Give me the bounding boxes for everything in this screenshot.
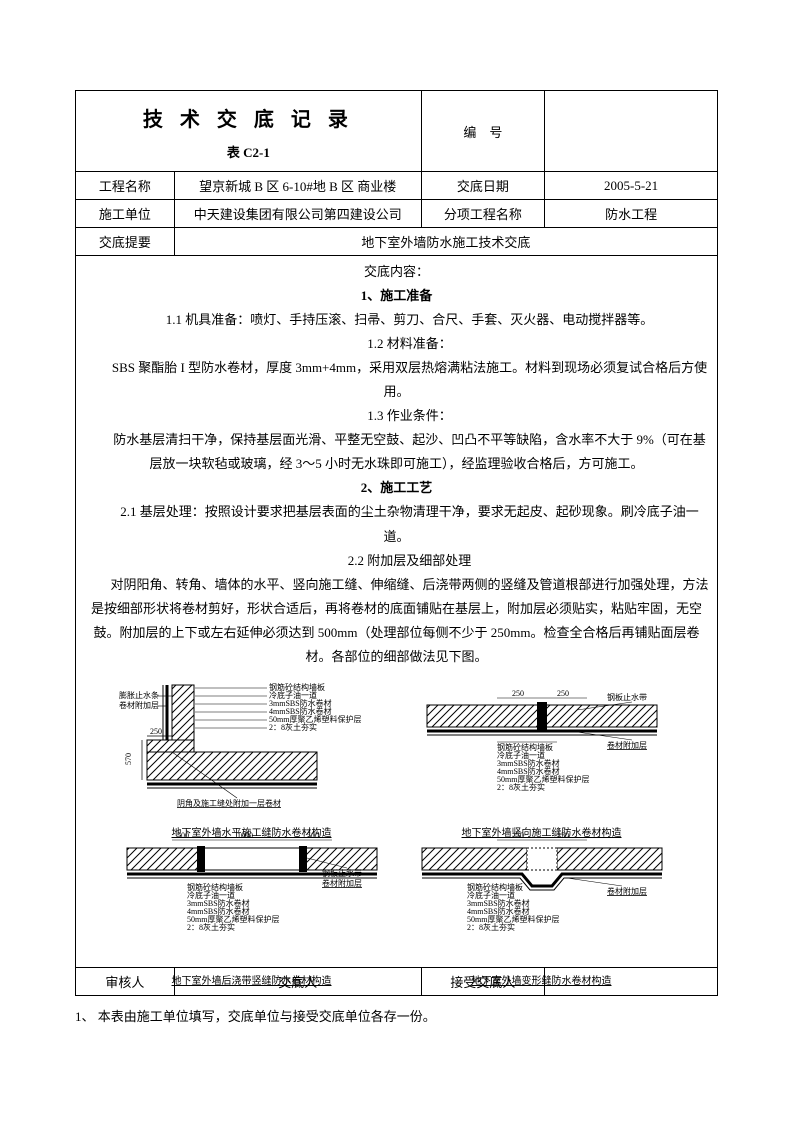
svg-text:膨胀止水条: 膨胀止水条	[119, 690, 159, 700]
diagram-3: 500 1000 500 钢板止水带 卷材附加层 钢筋砼结构墙板 冷底子油一道	[117, 823, 387, 963]
svg-text:钢板止水带: 钢板止水带	[607, 692, 647, 702]
number-label: 编 号	[421, 91, 544, 172]
diagram-2: 250 250 钢板止水带 卷材附加层 钢筋砼结构墙板 冷底子油一道	[407, 675, 677, 815]
s2-2-text: 对阴阳角、转角、墙体的水平、竖向施工缝、伸缩缝、后浇带两侧的竖缝及管道根部进行加…	[82, 573, 711, 669]
svg-text:2：8灰土夯实: 2：8灰土夯实	[269, 722, 317, 732]
svg-text:250: 250	[557, 831, 569, 840]
svg-text:卷材附加层: 卷材附加层	[607, 886, 647, 896]
date-value: 2005-5-21	[545, 172, 718, 200]
layer-label-group: 钢筋砼结构墙板 冷底子油一道 3mmSBS防水卷材 4mmSBS防水卷材 50m…	[195, 682, 361, 732]
summary-value: 地下室外墙防水施工技术交底	[174, 228, 717, 256]
svg-text:250: 250	[512, 689, 524, 698]
doc-subtitle: 表 C2-1	[82, 142, 415, 167]
svg-text:卷材附加层: 卷材附加层	[119, 700, 159, 710]
body-heading: 交底内容：	[82, 260, 711, 284]
s1-2-text: SBS 聚酯胎 I 型防水卷材，厚度 3mm+4mm，采用双层热熔满粘法施工。材…	[82, 356, 711, 404]
svg-text:250: 250	[557, 689, 569, 698]
s2-2: 2.2 附加层及细部处理	[82, 549, 711, 573]
unit-value: 中天建设集团有限公司第四建设公司	[174, 200, 421, 228]
svg-text:2：8灰土夯实: 2：8灰土夯实	[497, 782, 545, 792]
svg-text:500: 500	[307, 831, 319, 840]
item-value: 防水工程	[545, 200, 718, 228]
project-value: 望京新城 B 区 6-10#地 B 区 商业楼	[174, 172, 421, 200]
s1-1: 1.1 机具准备：喷灯、手持压滚、扫帚、剪刀、合尺、手套、灭火器、电动搅拌器等。	[82, 308, 711, 332]
number-value	[545, 91, 718, 172]
svg-text:500: 500	[177, 831, 189, 840]
unit-label: 施工单位	[76, 200, 175, 228]
diagram-area: 250 570 钢筋砼结构墙板 冷底子油一道 3mmSBS防水卷材	[82, 675, 711, 963]
date-label: 交底日期	[421, 172, 544, 200]
svg-text:2：8灰土夯实: 2：8灰土夯实	[467, 922, 515, 932]
svg-text:阴角及施工缝处附加一层卷材: 阴角及施工缝处附加一层卷材	[177, 798, 281, 808]
summary-label: 交底提要	[76, 228, 175, 256]
svg-text:卷材附加层: 卷材附加层	[607, 740, 647, 750]
item-label: 分项工程名称	[421, 200, 544, 228]
doc-title: 技 术 交 底 记 录	[82, 95, 415, 134]
subtitle-cell: 表 C2-1	[76, 138, 422, 172]
title-cell: 技 术 交 底 记 录	[76, 91, 422, 139]
s1-3-text: 防水基层清扫干净，保持基层面光滑、平整无空鼓、起沙、凹凸不平等缺陷，含水率不大于…	[82, 428, 711, 476]
diagram-4: 250 250 卷材附加层 钢筋砼结构墙板 冷底子油一道 3mmSBS防水卷材 …	[407, 823, 677, 963]
svg-text:250: 250	[150, 727, 162, 736]
diagram-1: 250 570 钢筋砼结构墙板 冷底子油一道 3mmSBS防水卷材	[117, 675, 387, 815]
s1-3: 1.3 作业条件：	[82, 404, 711, 428]
svg-text:570: 570	[124, 753, 133, 765]
s1-title: 1、施工准备	[82, 284, 711, 308]
s1-2: 1.2 材料准备：	[82, 332, 711, 356]
svg-text:2：8灰土夯实: 2：8灰土夯实	[187, 922, 235, 932]
content-body: 交底内容： 1、施工准备 1.1 机具准备：喷灯、手持压滚、扫帚、剪刀、合尺、手…	[76, 256, 718, 968]
s2-title: 2、施工工艺	[82, 476, 711, 500]
svg-text:1000: 1000	[237, 831, 253, 840]
svg-text:250: 250	[512, 831, 524, 840]
d3-caption: 地下室外墙后浇带竖缝防水卷材构造	[117, 973, 387, 992]
record-table: 技 术 交 底 记 录 编 号 表 C2-1 工程名称 望京新城 B 区 6-1…	[75, 90, 718, 996]
svg-text:钢板止水带: 钢板止水带	[322, 868, 362, 878]
s2-1: 2.1 基层处理：按照设计要求把基层表面的尘土杂物清理干净，要求无起皮、起砂现象…	[82, 500, 711, 548]
d4-caption: 地下室外墙变形缝防水卷材构造	[407, 973, 677, 992]
project-label: 工程名称	[76, 172, 175, 200]
svg-text:卷材附加层: 卷材附加层	[322, 878, 362, 888]
footnote: 1、 本表由施工单位填写，交底单位与接受交底单位各存一份。	[75, 1006, 718, 1025]
